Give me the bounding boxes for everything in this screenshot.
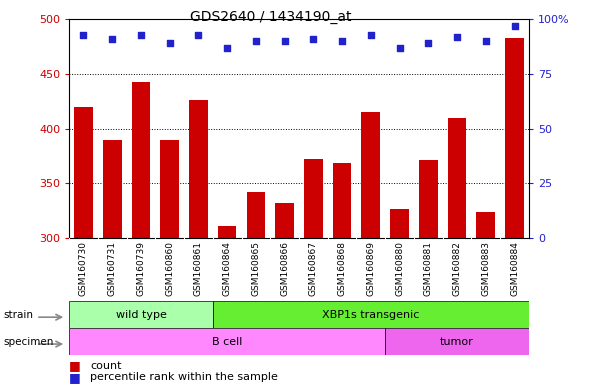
Bar: [218, 226, 237, 238]
Bar: [69, 301, 213, 328]
Text: GSM160739: GSM160739: [136, 241, 145, 296]
Point: [79, 31, 88, 38]
Bar: [132, 81, 150, 238]
Text: ■: ■: [69, 371, 85, 384]
Bar: [74, 107, 93, 238]
Text: GSM160868: GSM160868: [338, 241, 347, 296]
Text: specimen: specimen: [3, 337, 53, 347]
Text: GSM160866: GSM160866: [280, 241, 289, 296]
Text: GSM160731: GSM160731: [108, 241, 117, 296]
Bar: [189, 100, 208, 238]
Text: B cell: B cell: [212, 337, 242, 347]
Text: GSM160730: GSM160730: [79, 241, 88, 296]
Point: [165, 40, 174, 46]
Bar: [390, 209, 409, 238]
Point: [194, 31, 203, 38]
Bar: [103, 140, 121, 238]
Text: GSM160867: GSM160867: [309, 241, 318, 296]
Point: [510, 23, 519, 29]
Point: [136, 31, 146, 38]
Text: GSM160884: GSM160884: [510, 241, 519, 296]
Bar: [160, 140, 179, 238]
Point: [452, 34, 462, 40]
Point: [366, 31, 376, 38]
Point: [424, 40, 433, 46]
Bar: [448, 118, 466, 238]
Bar: [333, 162, 352, 238]
Bar: [505, 38, 524, 238]
Bar: [477, 212, 495, 238]
Bar: [69, 328, 385, 355]
Point: [481, 38, 490, 44]
Bar: [213, 301, 529, 328]
Text: count: count: [90, 361, 121, 371]
Text: GDS2640 / 1434190_at: GDS2640 / 1434190_at: [190, 10, 351, 23]
Text: ■: ■: [69, 359, 85, 372]
Point: [280, 38, 290, 44]
Text: GSM160869: GSM160869: [367, 241, 376, 296]
Text: wild type: wild type: [115, 310, 166, 320]
Text: percentile rank within the sample: percentile rank within the sample: [90, 372, 278, 382]
Text: GSM160861: GSM160861: [194, 241, 203, 296]
Point: [308, 36, 318, 42]
Text: GSM160860: GSM160860: [165, 241, 174, 296]
Text: GSM160865: GSM160865: [251, 241, 260, 296]
Text: GSM160864: GSM160864: [222, 241, 231, 296]
Point: [251, 38, 261, 44]
Text: GSM160881: GSM160881: [424, 241, 433, 296]
Point: [337, 38, 347, 44]
Point: [108, 36, 117, 42]
Text: tumor: tumor: [440, 337, 474, 347]
Bar: [304, 159, 323, 238]
Bar: [385, 328, 529, 355]
Bar: [419, 161, 438, 238]
Bar: [275, 203, 294, 238]
Bar: [246, 192, 265, 238]
Text: GSM160883: GSM160883: [481, 241, 490, 296]
Text: strain: strain: [3, 310, 33, 320]
Text: GSM160882: GSM160882: [453, 241, 462, 296]
Point: [395, 45, 404, 51]
Point: [222, 45, 232, 51]
Bar: [361, 112, 380, 238]
Text: XBP1s transgenic: XBP1s transgenic: [322, 310, 419, 320]
Text: GSM160880: GSM160880: [395, 241, 404, 296]
